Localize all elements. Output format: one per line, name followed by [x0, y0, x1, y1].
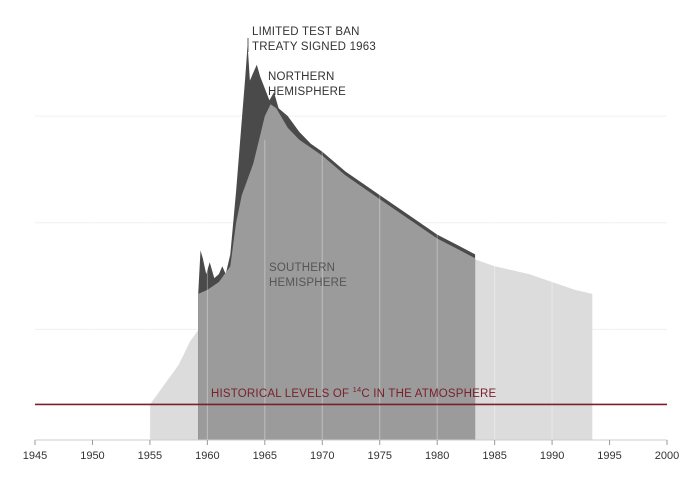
treaty-annotation-line2: TREATY SIGNED 1963 — [252, 41, 376, 53]
x-tick-label-1995: 1995 — [597, 450, 621, 462]
x-tick-label-1975: 1975 — [367, 450, 391, 462]
area-series — [149, 45, 593, 441]
x-tick-label-1945: 1945 — [23, 450, 47, 462]
x-tick-label-1960: 1960 — [195, 450, 219, 462]
x-tick-label-1990: 1990 — [540, 450, 564, 462]
x-tick-label-1985: 1985 — [482, 450, 506, 462]
historical-label-prefix: HISTORICAL LEVELS OF — [211, 388, 353, 400]
x-tick-label-1970: 1970 — [310, 450, 334, 462]
x-tick-label-1950: 1950 — [80, 450, 104, 462]
historical-label-suffix: C IN THE ATMOSPHERE — [361, 388, 496, 400]
vertical-gridlines — [91, 140, 611, 440]
southern-hemisphere-label-line2: HEMISPHERE — [269, 277, 347, 289]
treaty-annotation-line1: LIMITED TEST BAN — [252, 26, 360, 38]
northern-hemisphere-label-line2: HEMISPHERE — [268, 86, 346, 98]
southern-area — [198, 104, 476, 441]
southern-hemisphere-label-line1: SOUTHERN — [269, 262, 335, 274]
x-tick-label-1955: 1955 — [138, 450, 162, 462]
historical-levels-label: HISTORICAL LEVELS OF 14C IN THE ATMOSPHE… — [211, 385, 496, 400]
x-tick-label-2000: 2000 — [655, 450, 679, 462]
x-tick-label-1965: 1965 — [253, 450, 277, 462]
x-axis-ticks: 1945 1950 1955 1960 1965 1970 1975 1980 1985 1990… — [23, 440, 679, 462]
historical-label-superscript: 14 — [353, 385, 362, 394]
northern-hemisphere-label-line1: NORTHERN — [268, 71, 335, 83]
x-tick-label-1980: 1980 — [425, 450, 449, 462]
